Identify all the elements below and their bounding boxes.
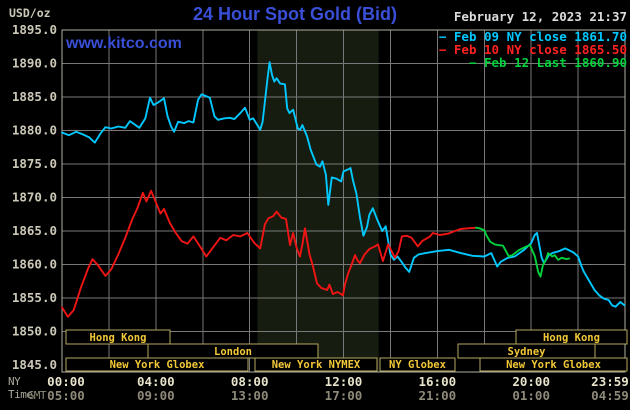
session-label: London xyxy=(214,346,252,358)
y-tick-label: 1885.0 xyxy=(12,89,57,104)
y-tick-label: 1880.0 xyxy=(12,123,57,138)
session-label: Sydney xyxy=(508,346,547,358)
chart-datetime: February 12, 2023 21:37 xyxy=(453,9,627,24)
legend-item: − Feb 12 Last 1860.90 xyxy=(468,55,627,70)
session-label: New York NYMEX xyxy=(272,359,361,371)
x-tick-gmt: 17:00 xyxy=(325,388,363,403)
x-tick-ny: 04:00 xyxy=(137,374,175,389)
x-tick-ny: 20:00 xyxy=(512,374,550,389)
series-line-0 xyxy=(61,61,626,308)
legend-item: − Feb 09 NY close 1861.70 xyxy=(438,29,627,44)
y-tick-label: 1870.0 xyxy=(12,190,57,205)
session-label: New York Globex xyxy=(506,359,602,371)
x-tick-ny: 16:00 xyxy=(419,374,457,389)
session-box xyxy=(254,357,378,372)
x-tick-gmt: 21:00 xyxy=(419,388,457,403)
x-tick-gmt: 01:00 xyxy=(512,388,550,403)
y-tick-label: 1845.0 xyxy=(12,357,57,372)
chart-frame xyxy=(61,29,626,373)
x-tick-ny: 08:00 xyxy=(231,374,269,389)
y-tick-label: 1850.0 xyxy=(12,324,57,339)
legend: − Feb 09 NY close 1861.70− Feb 10 NY clo… xyxy=(439,30,627,69)
y-tick-label: 1875.0 xyxy=(12,156,57,171)
x-axis-ny-time-label: NY Time xyxy=(8,375,33,401)
x-tick-gmt: 04:59 xyxy=(591,388,629,403)
session-box xyxy=(479,357,628,372)
session-box xyxy=(65,329,171,345)
session-label: Hong Kong xyxy=(543,332,600,344)
series-line-1 xyxy=(61,189,477,318)
x-tick-gmt: 09:00 xyxy=(137,388,175,403)
session-label: Hong Kong xyxy=(90,332,147,344)
x-tick-gmt: 05:00 xyxy=(47,388,85,403)
session-label: NY Globex xyxy=(389,359,447,371)
y-tick-label: 1860.0 xyxy=(12,257,57,272)
session-label: New York Globex xyxy=(110,359,206,371)
x-tick-gmt: 13:00 xyxy=(231,388,269,403)
series-line-2 xyxy=(475,226,571,278)
x-tick-ny: 00:00 xyxy=(47,374,85,389)
x-tick-ny: 12:00 xyxy=(325,374,363,389)
x-axis-gmt-label: GMT xyxy=(27,389,47,402)
kitco-watermark-link[interactable]: www.kitco.com xyxy=(66,35,182,52)
chart-title: 24 Hour Spot Gold (Bid) xyxy=(193,4,397,24)
session-box xyxy=(379,357,456,372)
session-box xyxy=(65,357,249,372)
y-tick-label: 1890.0 xyxy=(12,56,57,71)
y-axis-units-label: USD/oz xyxy=(9,6,51,20)
y-tick-label: 1865.0 xyxy=(12,223,57,238)
x-tick-ny: 23:59 xyxy=(591,374,629,389)
legend-item: − Feb 10 NY close 1865.50 xyxy=(438,42,627,57)
y-tick-label: 1895.0 xyxy=(12,22,57,37)
y-tick-label: 1855.0 xyxy=(12,290,57,305)
